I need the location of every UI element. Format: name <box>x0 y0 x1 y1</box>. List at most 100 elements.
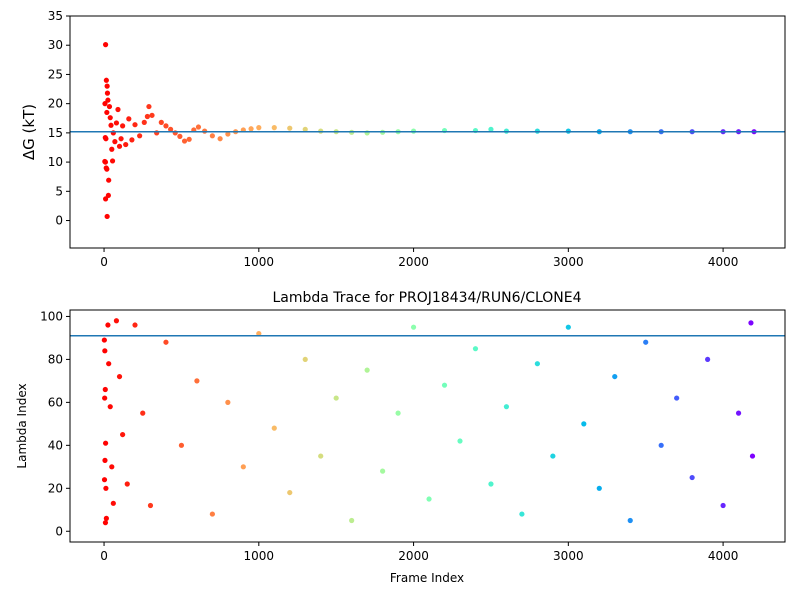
lambda-trace-point <box>426 496 432 502</box>
delta-g-point <box>141 119 147 125</box>
delta-g-point <box>102 196 109 202</box>
lambda-trace-point <box>364 367 370 373</box>
lambda-trace-y-tick-label: 60 <box>48 395 63 409</box>
delta-g-point <box>209 133 215 139</box>
lambda-trace-point <box>748 320 754 326</box>
lambda-trace-point <box>519 511 525 517</box>
delta-g-point <box>287 125 293 131</box>
delta-g-point <box>103 136 109 142</box>
delta-g-point <box>112 139 118 145</box>
delta-g-point <box>126 116 132 122</box>
delta-g-point <box>149 112 155 118</box>
lambda-trace-point <box>488 481 494 487</box>
delta-g-point <box>113 120 120 126</box>
lambda-trace-point <box>612 373 618 380</box>
lambda-trace-y-ticks: 0 20 40 60 80 100 <box>40 309 70 538</box>
lambda-trace-point <box>124 481 130 487</box>
lambda-trace-point <box>705 356 711 363</box>
delta-g-point <box>137 133 143 139</box>
lambda-trace-point <box>103 485 109 491</box>
lambda-trace-point <box>643 339 649 345</box>
lambda-trace-point <box>103 515 109 521</box>
lambda-trace-point <box>163 339 169 345</box>
lambda-trace-x-tick-label: 1000 <box>244 549 275 563</box>
lambda-trace-point <box>140 410 146 416</box>
delta-g-point <box>217 136 223 142</box>
lambda-trace-point <box>472 346 479 352</box>
delta-g-point <box>195 124 202 130</box>
delta-g-point <box>158 119 164 125</box>
lambda-trace-x-tick-label: 2000 <box>398 549 429 563</box>
lambda-trace-point <box>240 464 246 470</box>
delta-g-point <box>120 123 126 129</box>
delta-g-point <box>105 192 111 199</box>
lambda-trace-point <box>503 404 510 410</box>
lambda-trace-point <box>550 453 556 459</box>
lambda-trace-point <box>627 517 633 524</box>
lambda-trace-point <box>132 322 138 328</box>
lambda-trace-point <box>410 324 417 330</box>
delta-g-point <box>108 122 114 128</box>
delta-g-point <box>107 115 113 121</box>
delta-g-point <box>115 106 121 113</box>
lambda-trace-point <box>333 395 339 401</box>
delta-g-point <box>186 136 192 142</box>
delta-g-point <box>144 113 150 120</box>
delta-g-axes-frame <box>69 15 786 249</box>
delta-g-x-tick-label: 3000 <box>553 255 584 269</box>
delta-g-y-tick-label: 20 <box>48 97 63 111</box>
delta-g-point <box>225 131 231 137</box>
delta-g-point <box>123 141 129 148</box>
delta-g-point <box>256 125 262 131</box>
delta-g-y-tick-label: 30 <box>48 38 63 52</box>
delta-g-point <box>106 103 113 110</box>
lambda-trace-point <box>102 348 108 354</box>
delta-g-y-tick-label: 0 <box>55 214 63 228</box>
delta-g-point <box>104 109 110 116</box>
lambda-trace-point <box>380 468 386 474</box>
lambda-trace-point <box>102 457 108 463</box>
lambda-trace-point <box>658 442 664 448</box>
lambda-trace-point <box>110 500 116 506</box>
delta-g-x-ticks: 0 1000 2000 3000 4000 <box>100 248 738 269</box>
lambda-trace-points <box>101 318 756 526</box>
delta-g-point <box>102 101 108 107</box>
lambda-trace-y-tick-label: 100 <box>40 309 63 323</box>
delta-g-x-tick-label: 4000 <box>708 255 739 269</box>
delta-g-point <box>102 159 109 165</box>
lambda-trace-point <box>349 517 355 524</box>
delta-g-x-tick-label: 2000 <box>398 255 429 269</box>
lambda-trace-point <box>271 425 277 431</box>
delta-g-point <box>109 146 115 152</box>
lambda-trace-y-tick-label: 20 <box>48 481 63 495</box>
delta-g-panel: 0 1000 2000 3000 4000 0 5 10 15 20 25 30 35 ΔG (kT) <box>20 9 786 269</box>
lambda-trace-y-tick-label: 80 <box>48 352 63 366</box>
delta-g-point <box>104 213 110 220</box>
lambda-trace-point <box>534 361 540 367</box>
lambda-trace-point <box>581 421 587 427</box>
delta-g-point <box>104 83 110 89</box>
lambda-trace-point <box>674 395 680 401</box>
delta-g-point <box>146 103 152 110</box>
delta-g-point <box>302 126 308 132</box>
delta-g-point <box>271 125 277 131</box>
lambda-trace-point <box>178 442 185 448</box>
delta-g-point <box>167 126 174 132</box>
lambda-trace-point <box>102 386 108 393</box>
lambda-trace-x-ticks: 0 1000 2000 3000 4000 <box>100 542 738 563</box>
lambda-trace-point <box>194 378 200 384</box>
lambda-trace-title: Lambda Trace for PROJ18434/RUN6/CLONE4 <box>272 290 581 306</box>
lambda-trace-x-tick-label: 0 <box>100 549 108 563</box>
delta-g-point <box>163 123 169 129</box>
lambda-trace-point <box>209 511 215 517</box>
lambda-trace-point <box>441 382 448 388</box>
delta-g-point <box>488 126 494 132</box>
delta-g-x-tick-label: 1000 <box>244 255 275 269</box>
lambda-trace-point <box>256 331 262 337</box>
lambda-trace-y-tick-label: 0 <box>55 524 63 538</box>
lambda-trace-point <box>116 373 123 380</box>
delta-g-point <box>248 126 254 132</box>
delta-g-point <box>102 42 109 48</box>
lambda-trace-point <box>101 337 107 343</box>
